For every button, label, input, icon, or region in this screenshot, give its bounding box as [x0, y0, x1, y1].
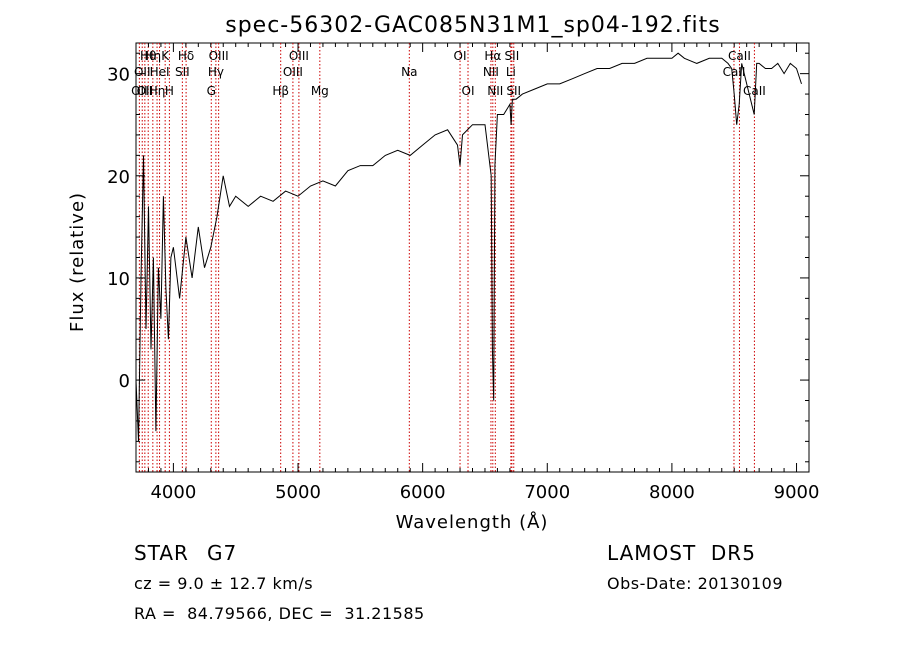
spectral-line-label: Na: [401, 65, 417, 79]
spectral-line-label: OI: [454, 49, 467, 63]
spectral-line-label: Li: [506, 65, 516, 79]
plot-frame: [135, 42, 810, 473]
spectral-line-label: G: [207, 84, 216, 98]
y-tick-label: 20: [107, 167, 130, 188]
spectral-line-label: HeI: [150, 65, 170, 79]
obs-date-text: Obs-Date: 20130109: [607, 574, 784, 593]
object-class: STAR: [134, 541, 189, 565]
coordinates-text: RA = 84.79566, DEC = 31.21585: [134, 604, 425, 623]
chart-title: spec-56302-GAC085N31M1_sp04-192.fits: [225, 13, 721, 38]
spectral-line-label: NII: [483, 65, 499, 79]
y-tick-label: 30: [107, 65, 130, 86]
spectral-line-label: Hη: [145, 49, 162, 63]
spectral-line-label: OIII: [283, 65, 303, 79]
y-axis-label: Flux (relative): [67, 192, 88, 332]
x-tick-label: 4000: [150, 482, 196, 503]
redshift-text: cz = 9.0 ± 12.7 km/s: [134, 574, 314, 593]
x-tick-label: 9000: [774, 482, 820, 503]
spectral-line-label: SII: [505, 49, 520, 63]
x-tick-label: 7000: [524, 482, 570, 503]
spectral-line-label: CaII: [728, 49, 751, 63]
spectral-line-labels: OIIOIIOIIHθHηHηHeIKHSIIHδGHγOIIIHβOIIIOI…: [131, 49, 766, 98]
y-tick-label: 10: [107, 269, 130, 290]
spectral-line-label: CaII: [723, 65, 746, 79]
spectral-line-label: OI: [462, 84, 475, 98]
spectral-line-label: Hα: [484, 49, 501, 63]
y-tick-label: 0: [119, 371, 130, 392]
spectrum-line: [135, 52, 802, 442]
spectral-line-label: Hη: [149, 84, 166, 98]
spectral-line-label: Hβ: [272, 84, 289, 98]
spectral-line-label: SII: [506, 84, 521, 98]
x-axis: 4000 5000 6000 7000 8000 9000: [147, 43, 820, 503]
spectral-line-label: OII: [137, 84, 154, 98]
spectral-line-label: Hγ: [208, 65, 224, 79]
spectral-line-label: SII: [175, 65, 190, 79]
spectral-line-label: OII: [134, 65, 151, 79]
y-axis: 0 10 20 30: [107, 52, 809, 463]
x-tick-label: 5000: [275, 482, 321, 503]
spectral-line-label: Hδ: [178, 49, 194, 63]
spectral-line-label: OIII: [289, 49, 309, 63]
x-tick-label: 6000: [400, 482, 446, 503]
object-subclass: G7: [207, 541, 238, 565]
x-tick-label: 8000: [649, 482, 695, 503]
spectral-line-label: Mg: [311, 84, 329, 98]
x-axis-label: Wavelength (Å): [396, 511, 549, 533]
spectral-line-label: H: [165, 84, 174, 98]
spectral-line-label: CaII: [743, 84, 766, 98]
spectral-line-label: Hθ: [140, 49, 156, 63]
survey-label: LAMOST DR5: [607, 541, 756, 565]
spectral-line-label: OIII: [209, 49, 229, 63]
spectral-line-label: OII: [131, 84, 148, 98]
spectral-line-label: NII: [487, 84, 503, 98]
spectral-lines: [138, 43, 755, 472]
spectral-line-label: K: [161, 49, 170, 63]
